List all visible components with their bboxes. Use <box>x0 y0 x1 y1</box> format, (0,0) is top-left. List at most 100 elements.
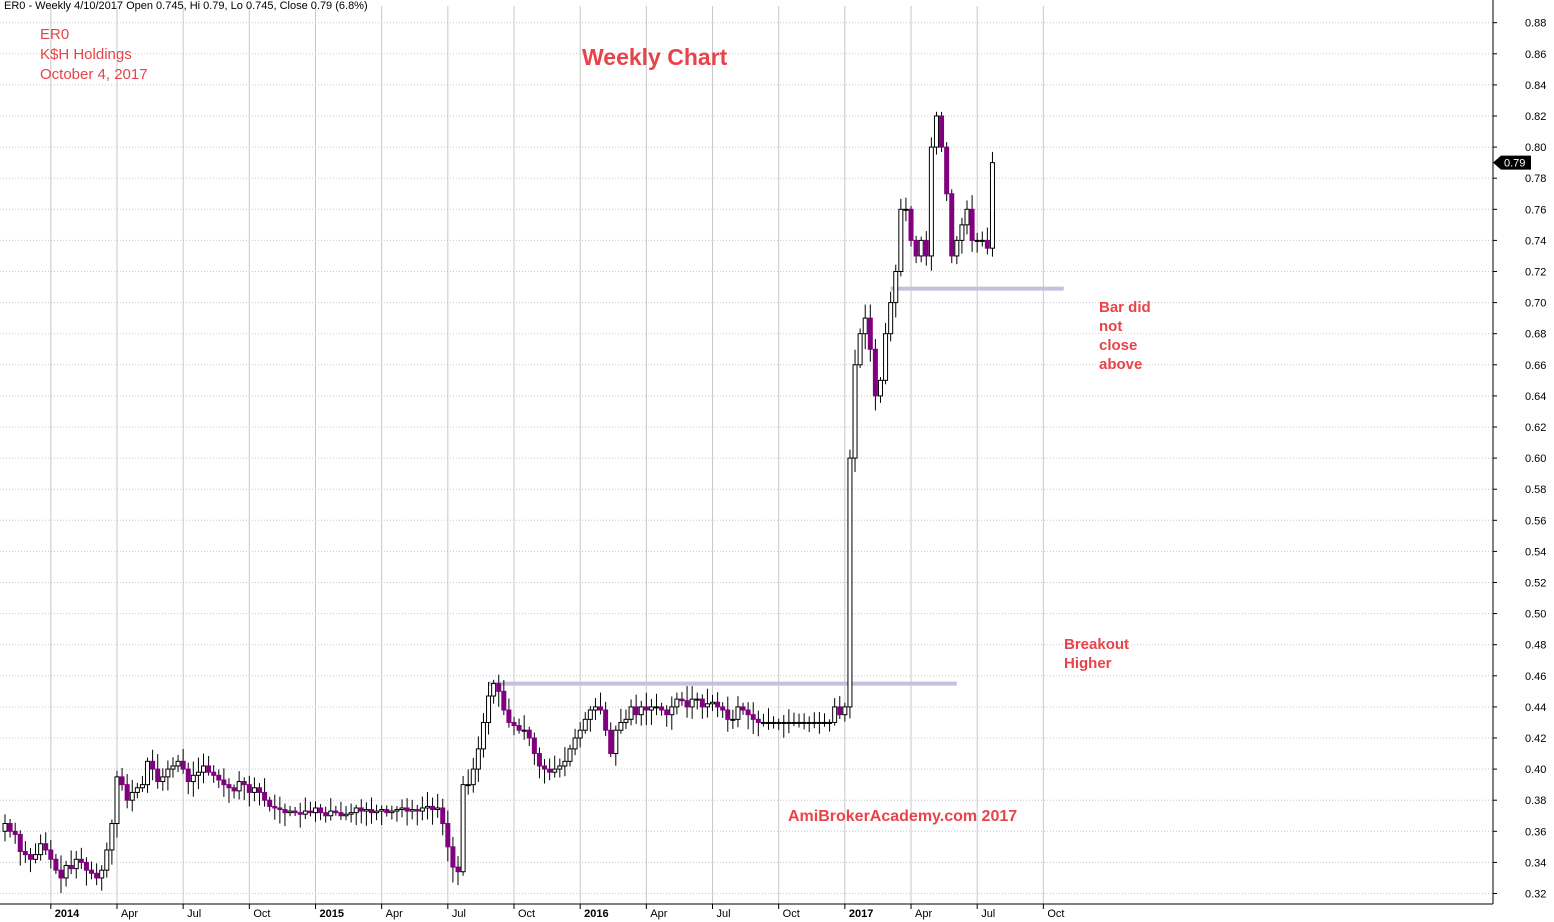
candle-up <box>557 765 563 770</box>
candle-down <box>872 348 878 397</box>
candle-up <box>114 776 120 825</box>
x-tick-label: Jul <box>452 908 466 920</box>
candle-up <box>801 721 807 724</box>
y-tick-label: 0.50 <box>1525 609 1546 621</box>
candle-up <box>572 737 578 750</box>
candle-down <box>180 760 186 770</box>
candle-up <box>959 224 965 241</box>
candle-up <box>776 721 782 724</box>
candle-up <box>832 706 838 723</box>
x-tick-label: Oct <box>518 908 535 920</box>
candle-down <box>12 830 18 835</box>
candle-up <box>480 721 486 750</box>
bar-note-line1: Bar did <box>1099 299 1151 316</box>
candle-down <box>272 805 278 809</box>
candle-up <box>465 784 471 787</box>
candle-down <box>643 706 649 711</box>
x-tick-label: Jul <box>717 908 731 920</box>
candle-up <box>287 810 293 814</box>
y-tick-label: 0.62 <box>1525 422 1546 434</box>
y-tick-label: 0.32 <box>1525 889 1546 901</box>
x-tick-label: 2015 <box>319 908 343 920</box>
candle-up <box>302 810 308 815</box>
candle-down <box>608 729 614 755</box>
candle-down <box>89 869 95 874</box>
x-tick-label: Apr <box>386 908 403 920</box>
candle-up <box>781 721 787 724</box>
candle-down <box>333 810 339 814</box>
candle-up <box>862 317 868 335</box>
candle-down <box>262 791 268 801</box>
x-tick-label: Oct <box>1047 908 1064 920</box>
candle-down <box>511 721 517 727</box>
x-tick-label: Apr <box>650 908 667 920</box>
candle-up <box>389 810 395 814</box>
candle-up <box>898 208 904 273</box>
candle-down <box>404 807 410 812</box>
candle-down <box>338 812 344 817</box>
candle-up <box>618 721 624 731</box>
candle-down <box>755 718 761 723</box>
candle-up <box>689 698 695 708</box>
candle-down <box>211 771 217 776</box>
candle-down <box>526 729 532 739</box>
y-tick-label: 0.72 <box>1525 267 1546 279</box>
candle-up <box>638 706 644 716</box>
y-tick-label: 0.64 <box>1525 391 1546 403</box>
candle-up <box>730 718 736 721</box>
candle-up <box>918 239 924 257</box>
candle-down <box>185 768 191 783</box>
x-tick-label: Oct <box>783 908 800 920</box>
candle-up <box>852 364 858 459</box>
candle-up <box>648 706 654 711</box>
candle-up <box>811 721 817 724</box>
y-tick-label: 0.78 <box>1525 173 1546 185</box>
candle-up <box>806 721 812 724</box>
candle-up <box>104 849 110 871</box>
candle-up <box>821 721 827 724</box>
y-tick-label: 0.54 <box>1525 546 1546 558</box>
candle-down <box>923 239 929 257</box>
candle-down <box>455 866 461 873</box>
candle-down <box>414 809 420 812</box>
candle-up <box>348 812 354 815</box>
bar-note-line2: not <box>1099 318 1123 335</box>
candle-up <box>791 721 797 724</box>
candle-down <box>496 683 502 692</box>
y-tick-label: 0.42 <box>1525 733 1546 745</box>
candle-down <box>297 812 303 815</box>
candle-up <box>816 721 822 724</box>
candle-up <box>735 706 741 720</box>
candle-down <box>221 779 227 786</box>
candle-down <box>531 737 537 755</box>
candle-down <box>94 872 100 879</box>
y-tick-label: 0.36 <box>1525 826 1546 838</box>
candle-down <box>277 807 283 811</box>
candle-down <box>547 768 553 773</box>
candle-up <box>771 721 777 724</box>
grid: 0.32 0.34 0.36 0.38 0.40 0.42 0.44 0.46 0.48 0.50… <box>0 6 1546 920</box>
y-tick-label: 0.58 <box>1525 484 1546 496</box>
candle-up <box>613 729 619 755</box>
y-tick-label: 0.68 <box>1525 329 1546 341</box>
y-tick-label: 0.56 <box>1525 515 1546 527</box>
candle-down <box>949 193 955 257</box>
x-tick-label: Oct <box>253 908 270 920</box>
candle-down <box>684 700 690 708</box>
candle-up <box>343 813 349 817</box>
candle-down <box>506 709 512 723</box>
candle-up <box>312 807 318 814</box>
candle-up <box>883 333 889 381</box>
y-tick-label: 0.66 <box>1525 360 1546 372</box>
candle-down <box>124 784 130 801</box>
candle-up <box>99 869 105 879</box>
y-tick-label: 0.38 <box>1525 795 1546 807</box>
candle-down <box>307 810 313 814</box>
y-tick-label: 0.74 <box>1525 235 1546 247</box>
candle-up <box>928 146 934 257</box>
y-tick-label: 0.60 <box>1525 453 1546 465</box>
candle-up <box>582 718 588 731</box>
candle-up <box>964 208 970 226</box>
